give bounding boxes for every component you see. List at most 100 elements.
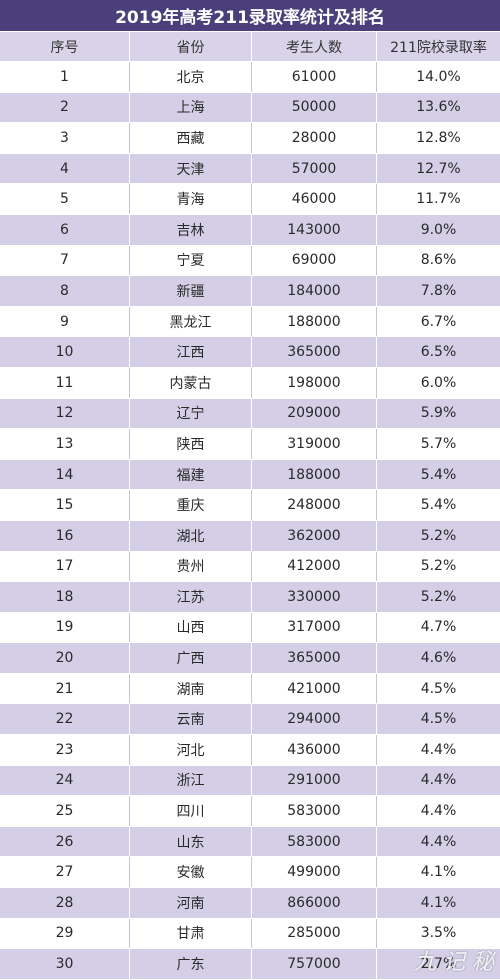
table-row: 9 黑龙江 188000 6.7% <box>0 306 500 338</box>
province-cell: 四川 <box>130 796 252 826</box>
province-cell: 广西 <box>130 643 252 673</box>
candidates-cell: 46000 <box>252 184 377 214</box>
index-cell: 18 <box>0 582 130 612</box>
header-admission-rate: 211院校录取率 <box>390 39 487 56</box>
province-cell: 宁夏 <box>130 245 252 276</box>
rate-cell: 5.7% <box>420 435 457 452</box>
rate-cell: 4.4% <box>420 803 457 820</box>
rate-cell: 13.6% <box>416 99 461 116</box>
candidates-cell: 50000 <box>252 92 377 123</box>
table-row: 5 青海 46000 11.7% <box>0 184 500 215</box>
table-row: 1 北京 61000 14.0% <box>0 62 500 93</box>
candidates-cell: 330000 <box>252 582 377 612</box>
table-body: 1 北京 61000 14.0% 2 上海 50000 13.6% 3 西藏 28000 12.8% 4… <box>0 62 500 980</box>
index-cell: 14 <box>0 459 130 490</box>
rate-cell: 4.7% <box>420 619 457 636</box>
table-row: 28 河南 866000 4.1% <box>0 888 500 919</box>
rate-cell: 6.7% <box>420 313 457 330</box>
table-row: 22 云南 294000 4.5% <box>0 704 500 736</box>
rate-cell: 5.2% <box>420 527 457 544</box>
rate-cell: 9.0% <box>420 221 457 238</box>
province-cell: 西藏 <box>130 123 252 153</box>
province-cell: 河南 <box>130 888 252 918</box>
table-row: 19 山西 317000 4.7% <box>0 612 500 644</box>
candidates-cell: 365000 <box>252 337 377 367</box>
province-cell: 上海 <box>130 92 252 123</box>
rate-cell: 4.5% <box>420 680 457 697</box>
candidates-cell: 317000 <box>252 612 377 643</box>
table-row: 25 四川 583000 4.4% <box>0 796 500 827</box>
candidates-cell: 198000 <box>252 367 377 398</box>
rate-cell: 8.6% <box>420 252 457 269</box>
rate-cell: 12.7% <box>416 160 461 177</box>
province-cell: 山东 <box>130 826 252 857</box>
table-title: 2019年高考211录取率统计及排名 <box>0 0 500 32</box>
province-cell: 福建 <box>130 459 252 490</box>
province-cell: 黑龙江 <box>130 306 252 337</box>
province-cell: 河北 <box>130 735 252 765</box>
province-cell: 甘肃 <box>130 918 252 949</box>
province-cell: 湖北 <box>130 520 252 551</box>
rate-cell: 12.8% <box>416 129 461 146</box>
rate-cell: 2.7% <box>420 956 457 973</box>
index-cell: 1 <box>0 62 130 92</box>
table-row: 21 湖南 421000 4.5% <box>0 673 500 705</box>
province-cell: 吉林 <box>130 214 252 245</box>
candidates-cell: 61000 <box>252 62 377 92</box>
table-row: 15 重庆 248000 5.4% <box>0 490 500 521</box>
index-cell: 5 <box>0 184 130 214</box>
table-row: 16 湖北 362000 5.2% <box>0 520 500 552</box>
index-cell: 21 <box>0 673 130 704</box>
rate-cell: 7.8% <box>420 282 457 299</box>
candidates-cell: 436000 <box>252 735 377 765</box>
table-row: 7 宁夏 69000 8.6% <box>0 245 500 277</box>
index-cell: 9 <box>0 306 130 337</box>
header-candidates: 考生人数 <box>252 32 377 61</box>
province-cell: 天津 <box>130 153 252 184</box>
table-row: 3 西藏 28000 12.8% <box>0 123 500 154</box>
index-cell: 15 <box>0 490 130 520</box>
index-cell: 7 <box>0 245 130 276</box>
rate-cell: 4.4% <box>420 741 457 758</box>
index-cell: 3 <box>0 123 130 153</box>
table-row: 11 内蒙古 198000 6.0% <box>0 367 500 399</box>
candidates-cell: 248000 <box>252 490 377 520</box>
table-row: 23 河北 436000 4.4% <box>0 735 500 766</box>
index-cell: 23 <box>0 735 130 765</box>
candidates-cell: 188000 <box>252 459 377 490</box>
rate-cell: 4.4% <box>420 833 457 850</box>
rate-cell: 4.6% <box>420 650 457 667</box>
rate-cell: 6.0% <box>420 374 457 391</box>
rate-cell: 4.1% <box>420 864 457 881</box>
province-cell: 山西 <box>130 612 252 643</box>
candidates-cell: 583000 <box>252 796 377 826</box>
header-province: 省份 <box>130 32 252 61</box>
index-cell: 19 <box>0 612 130 643</box>
index-cell: 16 <box>0 520 130 551</box>
table-row: 29 甘肃 285000 3.5% <box>0 918 500 950</box>
index-cell: 4 <box>0 153 130 184</box>
table-row: 26 山东 583000 4.4% <box>0 826 500 858</box>
candidates-cell: 188000 <box>252 306 377 337</box>
candidates-cell: 499000 <box>252 857 377 888</box>
province-cell: 重庆 <box>130 490 252 520</box>
index-cell: 27 <box>0 857 130 888</box>
candidates-cell: 69000 <box>252 245 377 276</box>
index-cell: 6 <box>0 214 130 245</box>
province-cell: 青海 <box>130 184 252 214</box>
province-cell: 湖南 <box>130 673 252 704</box>
candidates-cell: 294000 <box>252 704 377 735</box>
candidates-cell: 583000 <box>252 826 377 857</box>
index-cell: 22 <box>0 704 130 735</box>
province-cell: 贵州 <box>130 551 252 582</box>
table-row: 10 江西 365000 6.5% <box>0 337 500 368</box>
rate-cell: 3.5% <box>420 925 457 942</box>
candidates-cell: 319000 <box>252 429 377 459</box>
index-cell: 13 <box>0 429 130 459</box>
candidates-cell: 143000 <box>252 214 377 245</box>
candidates-cell: 757000 <box>252 949 377 979</box>
table-row: 30 广东 757000 2.7% <box>0 949 500 980</box>
province-cell: 新疆 <box>130 276 252 306</box>
province-cell: 广东 <box>130 949 252 979</box>
rate-cell: 5.2% <box>420 558 457 575</box>
